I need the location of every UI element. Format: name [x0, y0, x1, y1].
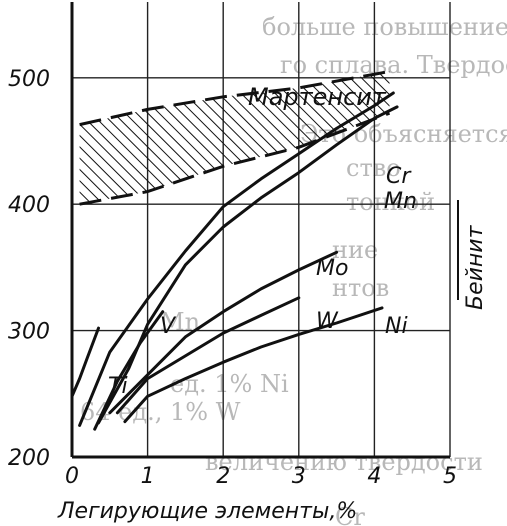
x-tick-label-3: 3 — [292, 464, 306, 489]
series-line-cr — [78, 91, 395, 427]
x-tick-label-2: 2 — [216, 464, 230, 489]
x-tick-label-1: 1 — [141, 464, 155, 489]
series-line-v — [93, 310, 165, 431]
martensite-label: Мартенсит — [248, 83, 387, 111]
series-label-v: V — [160, 314, 177, 339]
martensite-upper-boundary — [79, 70, 390, 127]
y-tick-label-0: 200 — [8, 446, 50, 471]
x-tick-label-0: 0 — [65, 464, 79, 489]
x-axis-label: Легирующие элементы,% — [57, 499, 357, 524]
series-label-ti: Ti — [108, 374, 128, 399]
series-line-mo — [108, 250, 339, 415]
series-label-mo: Mo — [316, 256, 348, 281]
x-tick-label-5: 5 — [443, 464, 457, 489]
series-label-w: W — [316, 309, 339, 334]
bainite-label: Бейнит — [463, 224, 488, 310]
y-tick-label-2: 400 — [8, 193, 50, 218]
background-layer: больше повышение тве го сплава. Твердость… — [80, 13, 507, 526]
background-text-3: ство — [346, 154, 401, 182]
martensite-lower-boundary — [79, 111, 391, 206]
y-tick-label-3: 500 — [8, 67, 50, 92]
martensite-region — [79, 70, 391, 206]
series-line-w — [115, 296, 301, 415]
labels-layer: Легирующие элементы,% Мартенсит Бейнит C… — [57, 83, 488, 524]
series-line-ni — [123, 306, 384, 424]
series-line-ti — [72, 326, 100, 398]
background-text-1: го сплава. Твердость — [280, 51, 507, 79]
background-text-11: Cr — [335, 503, 365, 526]
background-text-0: больше повышение тве — [262, 13, 507, 41]
series-label-ni: Ni — [385, 314, 408, 339]
axes: 200 300 400 500 0 1 2 3 4 5 — [8, 2, 457, 489]
background-text-5: ние — [332, 236, 378, 264]
series-label-cr: Cr — [386, 164, 412, 189]
background-text-10: величению твердости — [205, 448, 483, 476]
x-tick-label-4: 4 — [367, 464, 381, 489]
y-tick-label-1: 300 — [8, 320, 50, 345]
series-layer — [72, 91, 399, 431]
background-text-6: нтов — [332, 274, 389, 302]
background-text-4: тонкой — [346, 188, 435, 216]
series-label-mn: Mn — [384, 189, 417, 214]
martensite-hatch-fill — [79, 71, 390, 205]
background-text-8: ед. 1% Ni — [170, 370, 289, 398]
